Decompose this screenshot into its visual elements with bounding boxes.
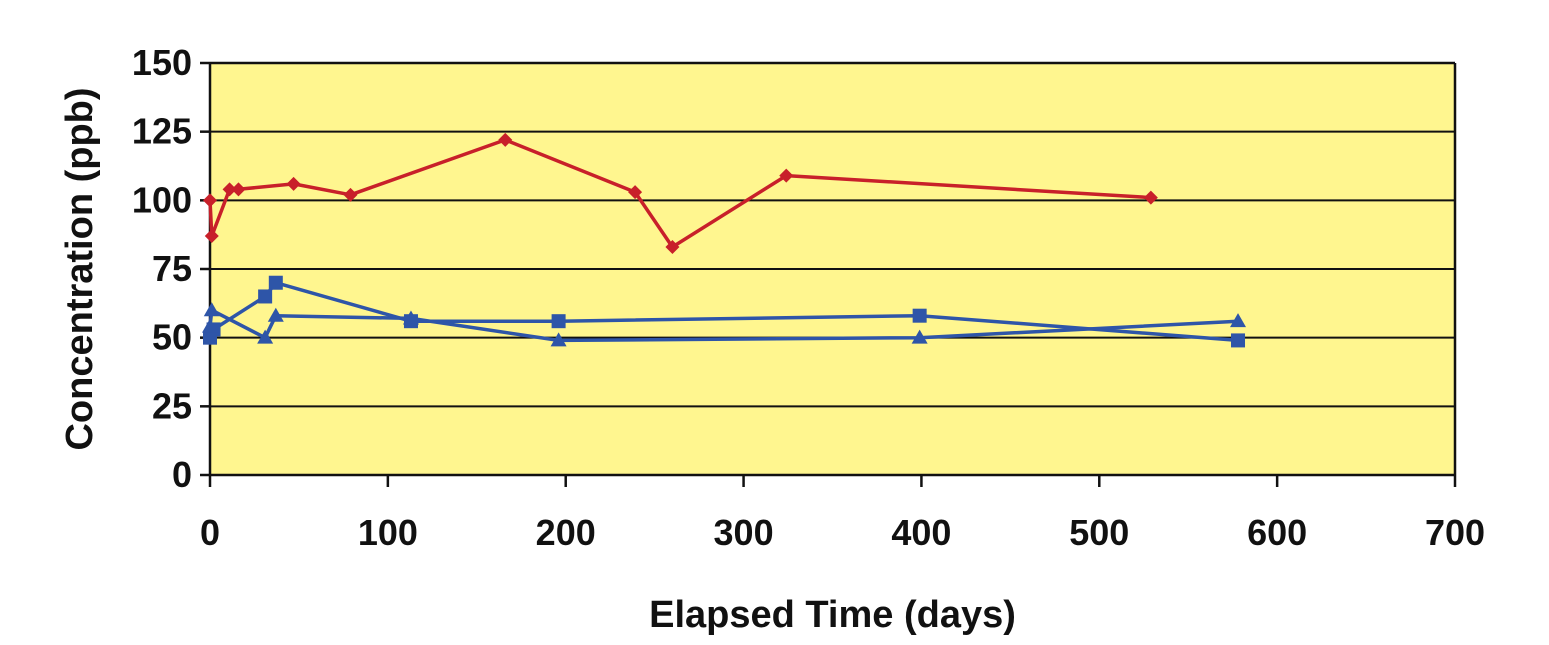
x-tick-label-4: 400 — [891, 512, 951, 553]
series-0 — [203, 132, 1158, 255]
data-point-s1-2 — [258, 289, 273, 304]
data-point-s0-4 — [286, 176, 301, 191]
axes — [200, 61, 1457, 487]
y-tick-label-1: 25 — [152, 385, 192, 426]
tick-labels: 0 100 200 300 400 500 600 700 0 25 50 75 100 125 150 — [132, 42, 1485, 553]
data-point-s0-5 — [343, 187, 358, 202]
data-point-s2-2 — [257, 329, 274, 344]
x-tick-label-6: 600 — [1247, 512, 1307, 553]
x-tick-label-7: 700 — [1425, 512, 1485, 553]
data-point-s0-3 — [231, 182, 246, 197]
y-tick-label-3: 75 — [152, 248, 192, 289]
x-tick-label-1: 100 — [358, 512, 418, 553]
y-tick-label-2: 50 — [152, 317, 192, 358]
data-point-s2-5 — [550, 332, 567, 347]
data-point-s2-0 — [202, 318, 218, 333]
y-axis-title: Concentration (ppb) — [59, 87, 101, 450]
x-tick-label-0: 0 — [200, 512, 220, 553]
data-point-s2-4 — [402, 310, 419, 325]
series-layer — [202, 132, 1247, 348]
data-point-s0-0 — [203, 193, 217, 208]
data-point-s0-9 — [779, 168, 794, 183]
data-point-s0-2 — [222, 182, 237, 197]
x-tick-label-2: 200 — [536, 512, 596, 553]
data-point-s1-6 — [912, 308, 927, 323]
y-tick-label-6: 150 — [132, 42, 192, 83]
data-point-s1-3 — [268, 275, 283, 290]
data-point-s2-7 — [1230, 313, 1247, 328]
y-tick-label-5: 125 — [132, 111, 192, 152]
data-point-s0-8 — [665, 240, 680, 255]
data-point-s0-6 — [498, 132, 513, 147]
data-point-s0-1 — [204, 229, 219, 244]
x-tick-label-3: 300 — [714, 512, 774, 553]
series-1-line — [208, 280, 1239, 343]
data-point-s2-3 — [267, 307, 284, 322]
y-tick-label-4: 100 — [132, 179, 192, 220]
data-point-s0-10 — [1143, 190, 1158, 205]
series-2 — [202, 302, 1247, 347]
data-point-s1-7 — [1231, 333, 1246, 348]
y-tick-label-0: 0 — [172, 454, 192, 495]
data-point-s2-6 — [911, 329, 928, 344]
series-2-line — [208, 308, 1239, 343]
data-point-s2-1 — [203, 302, 220, 317]
x-axis-title: Elapsed Time (days) — [649, 594, 1016, 636]
data-point-s0-7 — [628, 185, 643, 200]
data-point-s1-5 — [551, 314, 566, 329]
x-tick-label-5: 500 — [1069, 512, 1129, 553]
